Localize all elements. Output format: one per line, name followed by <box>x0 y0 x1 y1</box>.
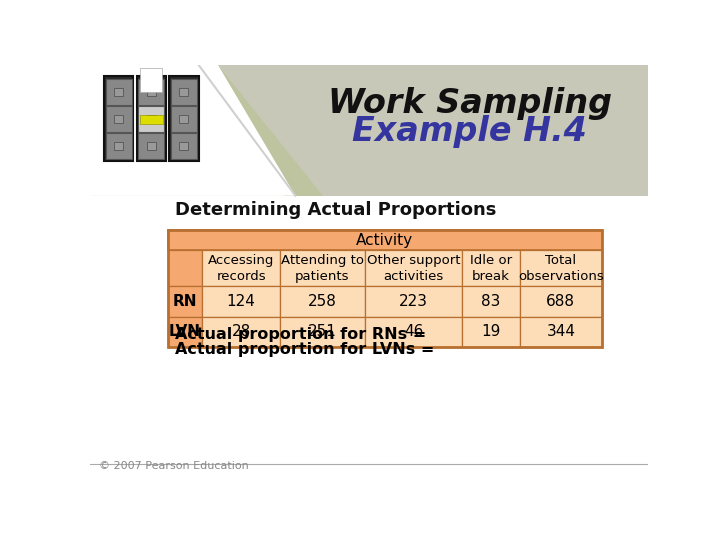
Text: Total
observations: Total observations <box>518 254 603 282</box>
Bar <box>114 115 123 123</box>
Bar <box>202 251 280 286</box>
Bar <box>179 141 189 150</box>
Bar <box>140 115 163 124</box>
Bar <box>137 76 166 161</box>
Bar <box>280 316 365 347</box>
Bar <box>168 316 202 347</box>
Bar <box>106 132 132 159</box>
Text: 46: 46 <box>404 325 423 340</box>
Text: 223: 223 <box>399 294 428 309</box>
Bar <box>106 106 132 132</box>
Text: Actual proportion for RNs =: Actual proportion for RNs = <box>175 327 426 342</box>
Bar <box>520 316 601 347</box>
Bar <box>179 88 189 96</box>
Bar <box>168 231 601 251</box>
Text: Work Sampling: Work Sampling <box>328 87 612 120</box>
Bar <box>462 316 520 347</box>
Bar <box>138 132 164 159</box>
Bar <box>114 141 123 150</box>
Bar <box>168 251 202 286</box>
Text: 19: 19 <box>482 325 500 340</box>
Bar <box>168 286 202 316</box>
Bar <box>171 79 197 105</box>
Bar <box>462 251 520 286</box>
Text: 28: 28 <box>232 325 251 340</box>
Bar <box>280 251 365 286</box>
Bar <box>365 286 462 316</box>
Bar <box>147 88 156 96</box>
Text: Other support
activities: Other support activities <box>366 254 460 282</box>
Bar <box>365 251 462 286</box>
FancyBboxPatch shape <box>90 65 648 195</box>
Bar <box>140 68 162 92</box>
Polygon shape <box>90 65 284 195</box>
Bar <box>202 286 280 316</box>
Bar <box>138 106 164 132</box>
Text: 344: 344 <box>546 325 575 340</box>
Bar <box>114 88 123 96</box>
Text: 251: 251 <box>308 325 337 340</box>
Text: © 2007 Pearson Education: © 2007 Pearson Education <box>99 461 249 471</box>
Text: Attending to
patients: Attending to patients <box>281 254 364 282</box>
Bar <box>462 286 520 316</box>
Text: Activity: Activity <box>356 233 413 248</box>
Text: Example H.4: Example H.4 <box>352 116 588 148</box>
Bar <box>171 106 197 132</box>
Text: RN: RN <box>173 294 197 309</box>
Bar <box>520 286 601 316</box>
Bar <box>138 79 164 105</box>
Bar <box>169 76 199 161</box>
Bar <box>104 76 133 161</box>
Text: Determining Actual Proportions: Determining Actual Proportions <box>175 200 497 219</box>
Text: Accessing
records: Accessing records <box>208 254 274 282</box>
Polygon shape <box>218 65 648 195</box>
FancyBboxPatch shape <box>90 195 648 481</box>
Text: Idle or
break: Idle or break <box>470 254 512 282</box>
Bar <box>520 251 601 286</box>
Text: Actual proportion for LVNs =: Actual proportion for LVNs = <box>175 342 435 357</box>
Bar <box>365 316 462 347</box>
Text: 688: 688 <box>546 294 575 309</box>
Bar <box>179 115 189 123</box>
Bar <box>280 286 365 316</box>
Bar <box>168 231 601 347</box>
Polygon shape <box>90 65 295 195</box>
Bar <box>147 115 156 123</box>
Text: LVN: LVN <box>169 325 201 340</box>
Text: 258: 258 <box>308 294 337 309</box>
Bar <box>202 316 280 347</box>
Text: 83: 83 <box>482 294 500 309</box>
Bar <box>106 79 132 105</box>
Bar <box>171 132 197 159</box>
Text: 124: 124 <box>227 294 256 309</box>
Bar <box>147 141 156 150</box>
